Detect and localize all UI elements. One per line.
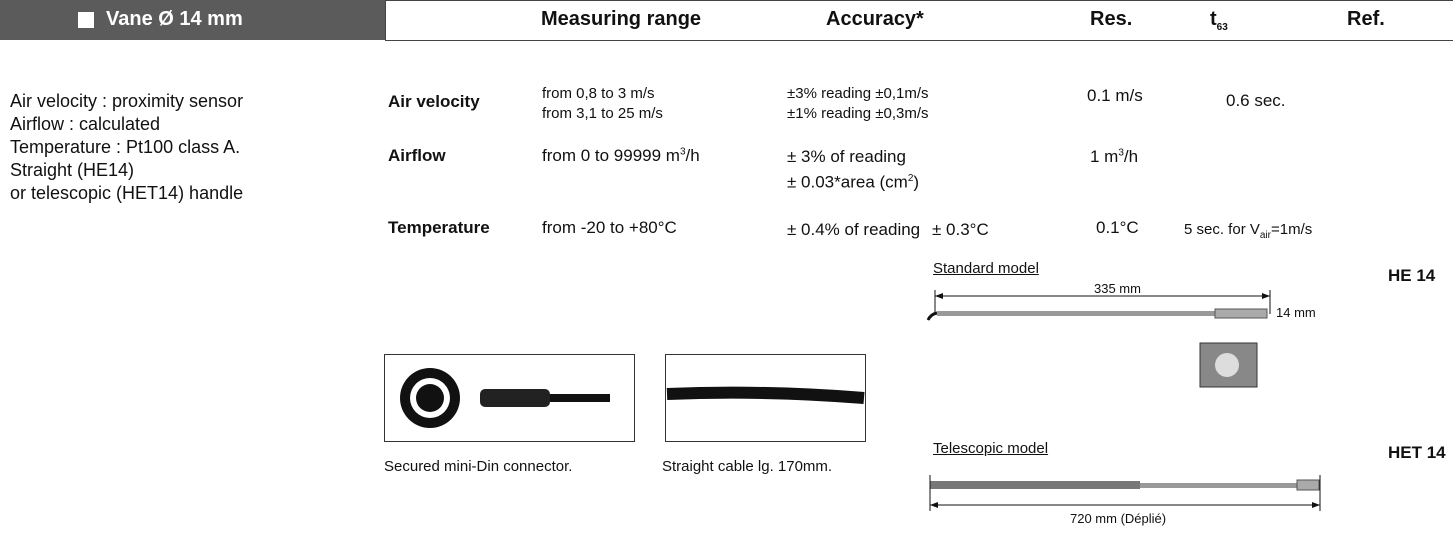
t: ± 0.03*area (cm bbox=[787, 173, 908, 192]
col-header: Measuring range bbox=[541, 8, 701, 31]
line: Straight (HE14) bbox=[10, 159, 243, 182]
t: =1m/s bbox=[1271, 221, 1312, 238]
line: from 0,8 to 3 m/s bbox=[542, 84, 663, 104]
page: Vane Ø 14 mm Measuring range Accuracy* R… bbox=[0, 0, 1453, 533]
res: 1 m3/h bbox=[1090, 147, 1138, 167]
square-icon bbox=[78, 12, 94, 28]
res: 0.1°C bbox=[1096, 218, 1139, 238]
t: 5 sec. for V bbox=[1184, 221, 1260, 238]
connector-image bbox=[384, 354, 635, 442]
title: Vane Ø 14 mm bbox=[106, 8, 243, 31]
length: 720 mm (Déplié) bbox=[1070, 511, 1166, 526]
accuracy: ± 3% of reading± 0.03*area (cm2) bbox=[787, 146, 919, 194]
param: Temperature bbox=[388, 218, 490, 238]
t63: 0.6 sec. bbox=[1226, 91, 1286, 111]
t63: 5 sec. for Vair=1m/s bbox=[1184, 221, 1312, 241]
col-header: Res. bbox=[1090, 8, 1132, 31]
col-header: Accuracy* bbox=[826, 8, 924, 31]
description: Air velocity : proximity sensor Airflow … bbox=[10, 90, 243, 205]
line: or telescopic (HET14) handle bbox=[10, 182, 243, 205]
col-header: Ref. bbox=[1347, 8, 1385, 31]
line: Air velocity : proximity sensor bbox=[10, 90, 243, 113]
ref: HET 14 bbox=[1388, 443, 1446, 463]
t: /h bbox=[686, 146, 700, 165]
line: ±3% reading ±0,1m/s bbox=[787, 84, 929, 104]
u: Standard model bbox=[933, 260, 1039, 277]
model-label: Telescopic model bbox=[933, 440, 1048, 457]
line: ±1% reading ±0,3m/s bbox=[787, 104, 929, 124]
range: from 0 to 99999 m3/h bbox=[542, 146, 700, 166]
sub: 63 bbox=[1217, 22, 1228, 33]
telescopic-probe bbox=[925, 475, 1325, 515]
t: t bbox=[1210, 8, 1217, 30]
t: /h bbox=[1124, 147, 1138, 166]
ref: HE 14 bbox=[1388, 266, 1435, 286]
sub: air bbox=[1260, 230, 1271, 241]
res: 0.1 m/s bbox=[1087, 86, 1143, 106]
line: Airflow : calculated bbox=[10, 113, 243, 136]
t: ) bbox=[913, 173, 919, 192]
u: Telescopic model bbox=[933, 440, 1048, 457]
range: from -20 to +80°C bbox=[542, 218, 677, 238]
param: Airflow bbox=[388, 146, 446, 166]
t: from 0 to 99999 m bbox=[542, 146, 680, 165]
caption: Secured mini-Din connector. bbox=[384, 458, 572, 475]
accuracy: ±3% reading ±0,1m/s±1% reading ±0,3m/s bbox=[787, 84, 929, 124]
header-bar: Vane Ø 14 mm bbox=[0, 0, 385, 40]
t: 1 m bbox=[1090, 147, 1118, 166]
line: Temperature : Pt100 class A. bbox=[10, 136, 243, 159]
line: from 3,1 to 25 m/s bbox=[542, 104, 663, 124]
caption: Straight cable lg. 170mm. bbox=[662, 458, 832, 475]
col-header: t63 bbox=[1210, 8, 1228, 33]
standard-probe bbox=[925, 290, 1285, 390]
cable-image bbox=[665, 354, 866, 442]
param: Air velocity bbox=[388, 92, 480, 112]
accuracy: ± 0.4% of reading bbox=[787, 220, 920, 240]
line: ± 0.03*area (cm2) bbox=[787, 168, 919, 194]
accuracy: ± 0.3°C bbox=[932, 220, 989, 240]
line: ± 3% of reading bbox=[787, 146, 919, 168]
model-label: Standard model bbox=[933, 260, 1039, 277]
